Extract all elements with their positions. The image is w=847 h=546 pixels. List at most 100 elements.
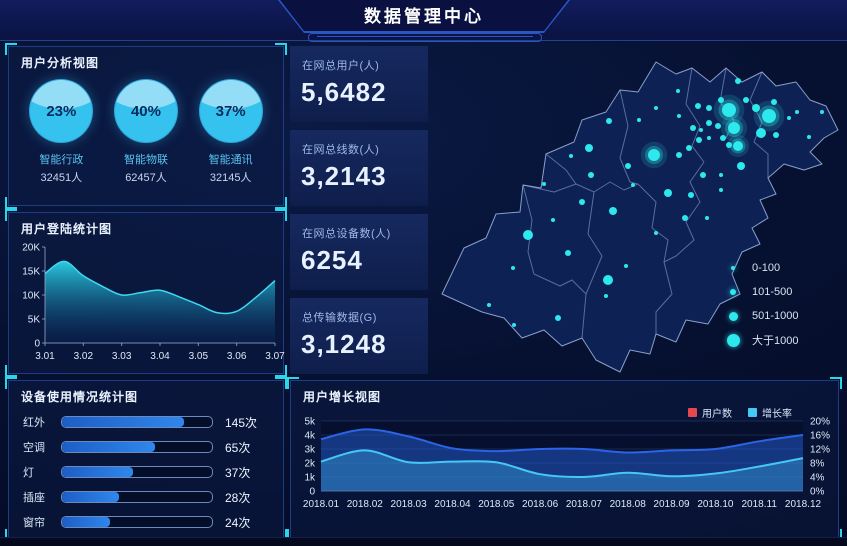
- legend-item-增长率[interactable]: 增长率: [748, 405, 792, 420]
- map-point: [795, 110, 799, 114]
- panel-title-user-analysis: 用户分析视图: [21, 56, 100, 70]
- right-axis-tick-label: 12%: [810, 445, 830, 456]
- series-line-增长率: [320, 449, 804, 479]
- corner-bracket: [5, 209, 17, 221]
- bar-fill: [62, 417, 184, 427]
- map-point: [706, 105, 712, 111]
- x-axis-tick-label: 3.06: [227, 351, 247, 362]
- map-svg: [441, 61, 839, 373]
- corner-bracket: [275, 209, 287, 221]
- header-banner-inner: [280, 0, 568, 31]
- bottom-strip: [0, 537, 847, 546]
- growth-area-chart: 0 0% 1k 4% 2k 8% 3k 12% 4k 16% 5k 20% 2018.01 2018.02…: [303, 417, 830, 511]
- panel-device-usage: 设备使用情况统计图 红外 145次 空调 65次灯 37次 插座 28次 窗帘 24次: [5, 377, 287, 541]
- bar-fill: [62, 517, 110, 527]
- login-area-fill: [45, 261, 275, 343]
- bar-row: 空调 65次: [23, 438, 269, 456]
- panel-user-analysis: 用户分析视图 23% 智能行政 32451人 40% 智能物联 62457人 37% 智能通讯…: [5, 43, 287, 209]
- map-point: [542, 182, 546, 186]
- x-axis-tick-label: 3.04: [150, 351, 170, 362]
- right-axis-tick-label: 0%: [810, 487, 825, 498]
- panel-user-growth: 用户增长视图 用户数 增长率 0 0% 1k 4% 2k 8% 3k 12% 4k 16% 5k 20%…: [287, 377, 842, 541]
- x-axis-tick-label: 3.02: [74, 351, 94, 362]
- legend-swatch: [688, 408, 697, 417]
- map-point: [585, 144, 593, 152]
- map-legend-label: 501-1000: [752, 310, 799, 322]
- bar-row: 插座 28次: [23, 488, 269, 506]
- gauge-circle: 40%: [113, 79, 178, 143]
- x-axis-tick-label: 3.03: [112, 351, 132, 362]
- bar-row: 红外 145次: [23, 413, 269, 431]
- x-axis-tick-label: 3.01: [35, 351, 55, 362]
- stat-label: 在网总设备数(人): [302, 228, 391, 240]
- bar-category-label: 灯: [23, 467, 34, 479]
- stat-card: 在网总线数(人) 3,2143: [290, 130, 428, 206]
- map-point: [487, 303, 491, 307]
- x-axis-tick-label: 2018.05: [478, 499, 515, 510]
- map-point: [707, 136, 711, 140]
- legend-item-用户数[interactable]: 用户数: [688, 405, 732, 420]
- panel-login-stats: 用户登陆统计图 0 5K 10K 15K 20K 3.01 3.02 3.03 3.04 3.05…: [5, 209, 287, 377]
- bar-value-label: 65次: [225, 440, 251, 455]
- x-axis-tick-label: 2018.07: [566, 499, 603, 510]
- map-point: [705, 216, 709, 220]
- corner-bracket: [287, 377, 299, 389]
- bar-category-label: 插座: [23, 492, 45, 504]
- bar-track: [61, 466, 213, 478]
- map-point: [606, 118, 612, 124]
- map-point: [773, 132, 779, 138]
- header-decoration: [308, 33, 542, 42]
- stat-card: 总传输数据(G) 3,1248: [290, 298, 428, 374]
- y-axis-tick-label: 10K: [22, 291, 40, 302]
- legend-label: 用户数: [702, 409, 732, 420]
- header-banner: 数据管理中心: [278, 0, 570, 33]
- stat-label: 在网总线数(人): [302, 144, 380, 156]
- stat-card: 在网总用户(人) 5,6482: [290, 46, 428, 122]
- map-legend-item: 0-100: [726, 256, 836, 280]
- y-axis-tick-label: 15K: [22, 267, 40, 278]
- bar-row: 灯 37次: [23, 463, 269, 481]
- header: 数据管理中心: [0, 0, 847, 42]
- stat-value: 6254: [301, 245, 363, 275]
- right-axis-tick-label: 4%: [810, 473, 825, 484]
- gauge-percent: 40%: [130, 102, 161, 120]
- stat-card: 在网总设备数(人) 6254: [290, 214, 428, 290]
- panel-title-device-usage: 设备使用情况统计图: [21, 390, 139, 404]
- bar-fill: [62, 467, 133, 477]
- map-legend-dot: [728, 311, 738, 321]
- bar-category-label: 窗帘: [23, 517, 45, 529]
- corner-bracket: [275, 197, 287, 209]
- map-point: [511, 266, 515, 270]
- x-axis-tick-label: 2018.08: [610, 499, 647, 510]
- map-point: [631, 183, 635, 187]
- left-axis-tick-label: 3k: [304, 445, 316, 456]
- map-point: [654, 231, 658, 235]
- page-title: 数据管理中心: [364, 7, 484, 26]
- gauge-percent: 23%: [46, 102, 77, 120]
- right-axis-tick-label: 16%: [810, 431, 830, 442]
- corner-bracket: [5, 197, 17, 209]
- growth-chart-legend: 用户数 增长率: [688, 405, 792, 420]
- map-point: [588, 172, 594, 178]
- stat-value: 3,2143: [301, 161, 387, 191]
- gauge-count: 32451人: [40, 172, 83, 184]
- map-point: [555, 315, 561, 321]
- map-point: [720, 135, 726, 141]
- bar-track: [61, 416, 213, 428]
- gauge: 37% 智能通讯 32145人: [191, 79, 271, 185]
- map-point: [756, 128, 766, 138]
- left-axis-tick-label: 1k: [304, 473, 316, 484]
- bar-fill: [62, 492, 119, 502]
- bar-track: [61, 491, 213, 503]
- map-point: [733, 141, 743, 151]
- map-point: [695, 103, 701, 109]
- map-point: [688, 192, 694, 198]
- map-point: [743, 97, 749, 103]
- map-legend-dot: [730, 289, 736, 295]
- map-point: [565, 250, 571, 256]
- map-point: [569, 154, 573, 158]
- x-axis-tick-label: 2018.02: [347, 499, 384, 510]
- y-axis-tick-label: 0: [34, 339, 40, 350]
- x-axis-tick-label: 2018.11: [741, 499, 777, 510]
- map-point: [726, 142, 732, 148]
